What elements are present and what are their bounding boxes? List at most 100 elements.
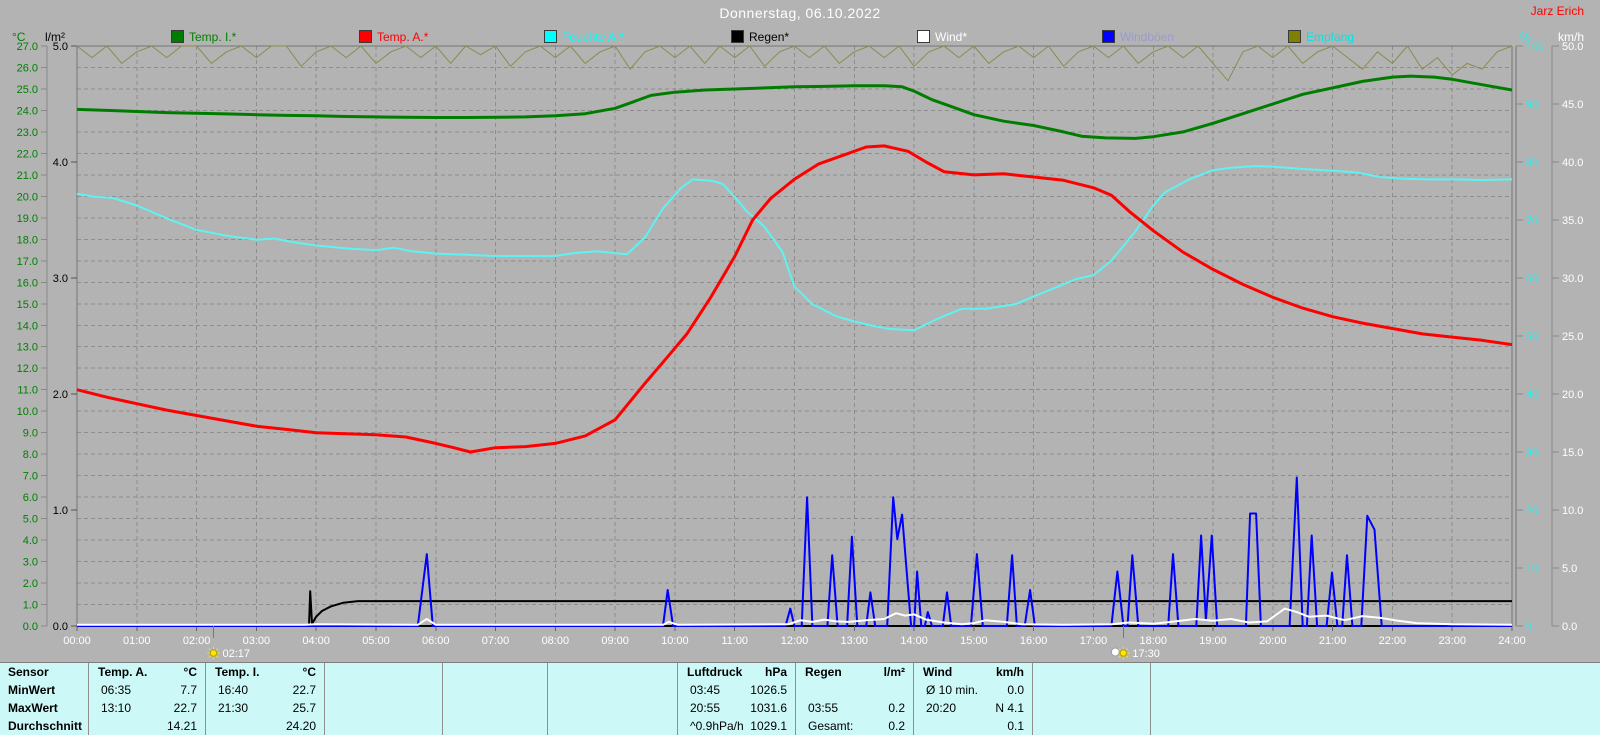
svg-text:40: 40	[1526, 389, 1538, 401]
svg-text:3.0: 3.0	[23, 557, 38, 569]
svg-text:80: 80	[1526, 157, 1538, 169]
svg-text:23.0: 23.0	[17, 127, 38, 139]
svg-text:0: 0	[1526, 621, 1532, 633]
stat-cell-value: 7.7	[180, 683, 197, 697]
stat-cell-value	[669, 699, 677, 717]
stat-cell	[443, 681, 547, 699]
sunrise-time-label: 02:17	[223, 648, 251, 660]
legend-label-temp-i: Temp. I.*	[189, 30, 237, 44]
stat-cell-time: 03:55	[808, 701, 839, 715]
svg-text:0.0: 0.0	[23, 621, 38, 633]
stat-col-header	[443, 663, 547, 681]
stat-col-empty-8	[1032, 663, 1150, 735]
stat-cell-value: 25.7	[292, 701, 316, 715]
stat-col-name: Wind	[923, 665, 953, 679]
stat-cell-value: 1031.6	[750, 701, 787, 715]
page-title: Donnerstag, 06.10.2022	[719, 5, 881, 21]
stat-cell-time: Gesamt:	[808, 719, 854, 733]
legend-label-temp-a: Temp. A.*	[377, 30, 429, 44]
stat-col-regen: Regen l/m² 03:55 0.2 Gesamt: 0.2	[795, 663, 913, 735]
title-bar: Donnerstag, 06.10.2022 Jarz Erich	[0, 0, 1600, 28]
svg-text:90: 90	[1526, 99, 1538, 111]
svg-text:1.0: 1.0	[53, 505, 68, 517]
stat-cell-time	[914, 717, 926, 735]
stat-cell-value: 22.7	[173, 701, 197, 715]
stat-cell-time	[443, 699, 455, 717]
stat-cell	[443, 699, 547, 717]
svg-text:100: 100	[1526, 41, 1544, 53]
stat-row-label: Durchschnitt	[0, 717, 88, 735]
stat-cell-time	[89, 717, 101, 735]
svg-text:4.0: 4.0	[23, 535, 38, 547]
stat-cell: 06:35 7.7	[89, 681, 205, 699]
stat-col-unit: °C	[302, 665, 316, 679]
svg-text:19.0: 19.0	[17, 213, 38, 225]
stat-cell-value	[434, 717, 442, 735]
svg-text:20.0: 20.0	[1562, 389, 1583, 401]
sunset-time-label: 17:30	[1132, 648, 1160, 660]
svg-text:09:00: 09:00	[601, 635, 629, 647]
stat-cell: 20:20 N 4.1	[914, 699, 1032, 717]
stat-col-name: Temp. A.	[98, 665, 148, 679]
stat-col-header: Regen l/m²	[796, 663, 913, 681]
stat-cell-value	[434, 699, 442, 717]
stat-cell	[325, 681, 442, 699]
stat-cell-time: 20:55	[690, 701, 721, 715]
svg-text:26.0: 26.0	[17, 62, 38, 74]
stat-cell-value	[539, 681, 547, 699]
stat-cell-time: Ø 10 min.	[926, 683, 979, 697]
stat-cell	[1151, 717, 1600, 735]
stat-col-name	[1151, 663, 1160, 681]
stat-col-empty-2	[324, 663, 442, 735]
svg-text:17:00: 17:00	[1080, 635, 1108, 647]
axis-humidity-pct: 0 10 20 30 40 50 60 70 80 90 100	[1516, 41, 1544, 633]
stat-col-unit	[1142, 663, 1150, 681]
sunrise-icon	[207, 646, 220, 660]
stat-cell	[325, 717, 442, 735]
temp-i-swatch-icon	[171, 30, 184, 43]
stat-col-header: Temp. A. °C	[89, 663, 205, 681]
stat-cell-value	[1142, 699, 1150, 717]
stat-cell-value	[1592, 681, 1600, 699]
stat-cell	[443, 717, 547, 735]
stat-cell: 14.21	[89, 717, 205, 735]
svg-text:4.0: 4.0	[53, 157, 68, 169]
stat-cell-value	[905, 681, 913, 699]
svg-text:24:00: 24:00	[1498, 635, 1526, 647]
stat-cell-value	[1142, 717, 1150, 735]
series-temp-i-	[76, 74, 1513, 140]
unit-label-temp-unit: °C	[12, 30, 26, 44]
stat-cell	[548, 699, 677, 717]
series-regen	[77, 590, 1512, 627]
svg-text:15.0: 15.0	[1562, 447, 1583, 459]
unit-label-humidity-unit: %	[1520, 30, 1531, 44]
stat-cell: 21:30 25.7	[206, 699, 324, 717]
weather-chart: 0.0 1.0 2.0 3.0 4.0 5.0 6.0 7.0 8.0 9.0 10.0 11.0 12…	[0, 28, 1600, 662]
stat-col-unit: hPa	[764, 665, 787, 679]
stat-cell	[1033, 681, 1150, 699]
svg-text:0.0: 0.0	[1562, 621, 1577, 633]
svg-text:11:00: 11:00	[721, 635, 748, 647]
svg-text:2.0: 2.0	[53, 389, 68, 401]
stat-rowlabels: Sensor MinWert MaxWert Durchschnitt	[0, 663, 88, 735]
stat-cell	[325, 699, 442, 717]
windboeen-swatch-icon	[1102, 30, 1115, 43]
svg-text:20:00: 20:00	[1259, 635, 1287, 647]
marker-sunset: 17:30	[1110, 626, 1160, 660]
stat-cell: Ø 10 min. 0.0	[914, 681, 1032, 699]
wind-swatch-icon	[917, 30, 930, 43]
svg-text:6.0: 6.0	[23, 492, 38, 504]
legend-item-windboeen: Windböen	[1102, 30, 1174, 44]
svg-text:15.0: 15.0	[17, 299, 38, 311]
stat-col-header: Luftdruck hPa	[678, 663, 795, 681]
svg-text:9.0: 9.0	[23, 428, 38, 440]
stat-cell-time	[548, 717, 560, 735]
stat-cell: ^0.9hPa/h 1029.1	[678, 717, 795, 735]
svg-text:3.0: 3.0	[53, 273, 68, 285]
stat-cell-time	[1151, 681, 1163, 699]
stat-cell-time	[443, 681, 455, 699]
stat-col-header: Temp. I. °C	[206, 663, 324, 681]
stat-cell-time: 16:40	[218, 683, 249, 697]
svg-text:7.0: 7.0	[23, 471, 38, 483]
